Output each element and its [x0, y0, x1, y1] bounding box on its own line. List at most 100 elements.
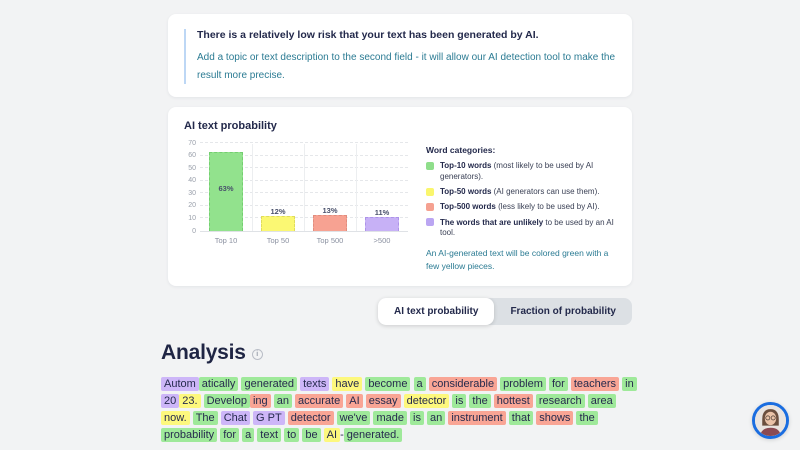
highlighted-token: - — [340, 428, 344, 441]
highlighted-token: the — [469, 393, 491, 408]
chart-title: AI text probability — [184, 120, 277, 132]
legend-text: Top-50 words (AI generators can use them… — [440, 187, 600, 197]
tab-fraction-of-probability[interactable]: Fraction of probability — [494, 298, 632, 325]
yellow-swatch-icon — [426, 187, 434, 196]
gridline — [200, 142, 408, 143]
bar-value-label: 12% — [270, 206, 286, 216]
risk-title: There is a relatively low risk that your… — [197, 29, 616, 41]
highlighted-token: detector — [287, 410, 334, 425]
chart-area: 0 10 20 30 40 50 60 70 63% 12% 13% 11% Top 10 Top 50… — [184, 140, 616, 274]
highlighted-token: the — [576, 410, 598, 425]
highlighted-token: accurate — [295, 393, 344, 408]
legend-text: Top-500 words (less likely to be used by… — [440, 202, 600, 212]
y-axis-tick: 50 — [188, 164, 196, 172]
highlighted-token: ing — [249, 393, 271, 408]
legend-note: An AI-generated text will be colored gre… — [426, 248, 609, 272]
highlighted-token: 20 — [161, 393, 180, 408]
bar-top-10 — [209, 151, 243, 231]
content-container: There is a relatively low risk that your… — [161, 0, 639, 450]
highlighted-token: research — [535, 393, 585, 408]
chart-card: AI text probability 0 10 20 30 40 50 60 70 63% 12… — [168, 107, 632, 286]
info-icon[interactable]: i — [251, 348, 263, 360]
bar-top-500 — [313, 214, 347, 231]
x-axis-label: Top 50 — [266, 236, 290, 245]
chart-legend: Word categories: Top-10 words (most like… — [426, 144, 616, 274]
highlighted-token: to — [284, 427, 300, 442]
risk-title-bold: relatively low risk — [248, 29, 337, 41]
chat-widget-button[interactable] — [752, 402, 789, 439]
risk-subtitle: Add a topic or text description to the s… — [197, 52, 616, 81]
green-swatch-icon — [426, 161, 434, 170]
highlighted-token: Chat — [220, 410, 250, 425]
salmon-swatch-icon — [426, 202, 434, 211]
highlighted-token: 23. — [179, 393, 201, 408]
highlighted-token: The — [192, 410, 218, 425]
highlighted-token: is — [452, 393, 467, 408]
bar-top-50 — [261, 215, 295, 231]
y-axis-tick: 70 — [188, 139, 196, 147]
bar-chart: 0 10 20 30 40 50 60 70 63% 12% 13% 11% Top 10 Top 50… — [184, 140, 408, 274]
legend-text: The words that are unlikely to be used b… — [440, 217, 614, 238]
chart-plot: 0 10 20 30 40 50 60 70 63% 12% 13% 11% — [188, 140, 408, 235]
legend-item-unlikely: The words that are unlikely to be used b… — [426, 218, 616, 240]
highlighted-token: generated — [241, 376, 298, 391]
risk-message-card: There is a relatively low risk that your… — [168, 14, 632, 97]
highlighted-token: for — [220, 427, 240, 442]
analysis-section: Analysis i Autom atically generated texts… — [161, 341, 639, 450]
highlighted-token: AI — [346, 393, 363, 408]
highlighted-token: area — [587, 393, 616, 408]
y-axis-tick: 10 — [188, 214, 196, 222]
chart-view-toggle: AI text probability Fraction of probabil… — [377, 297, 632, 325]
legend-item-top500: Top-500 words (less likely to be used by… — [426, 202, 616, 213]
bar-value-label: 63% — [218, 184, 234, 194]
risk-message-inner: There is a relatively low risk that your… — [184, 29, 616, 84]
highlighted-token: problem — [500, 376, 546, 391]
highlighted-token: hottest — [493, 393, 533, 408]
legend-item-top50: Top-50 words (AI generators can use them… — [426, 187, 616, 198]
highlighted-token: considerable — [428, 376, 498, 391]
analysis-paragraph: Autom atically generated texts have becom… — [161, 376, 639, 444]
analysis-header: Analysis i — [161, 341, 639, 365]
highlighted-token: texts — [300, 376, 330, 391]
highlighted-token: now. — [161, 410, 190, 425]
highlighted-token: instrument — [448, 410, 506, 425]
highlighted-token: a — [242, 427, 255, 442]
y-axis-tick: 40 — [188, 177, 196, 185]
highlighted-token: in — [622, 376, 637, 391]
bar-value-label: 11% — [374, 208, 390, 218]
highlighted-token: we've — [336, 410, 371, 425]
highlighted-token: text — [257, 427, 282, 442]
highlighted-token: is — [410, 410, 424, 425]
highlighted-token: Autom — [161, 376, 199, 391]
highlighted-token: atically — [198, 376, 239, 391]
highlighted-token: a — [413, 376, 426, 391]
x-axis-label: Top 500 — [316, 236, 344, 245]
risk-title-prefix: There is a — [197, 29, 249, 41]
highlighted-token: an — [273, 393, 292, 408]
y-axis-tick: 30 — [188, 189, 196, 197]
highlighted-token: teachers — [570, 376, 620, 391]
toggle-row: AI text probability Fraction of probabil… — [161, 297, 639, 325]
highlighted-token: generated. — [343, 427, 403, 442]
x-axis-labels: Top 10 Top 50 Top 500 >500 — [200, 236, 408, 245]
legend-text: Top-10 words (most likely to be used by … — [440, 161, 594, 181]
highlighted-token: made — [373, 410, 407, 425]
bar--500 — [365, 217, 399, 231]
highlighted-token: that — [508, 410, 534, 425]
highlighted-token: have — [332, 376, 363, 391]
highlighted-token: essay — [365, 393, 401, 408]
legend-heading: Word categories: — [426, 145, 496, 155]
support-agent-avatar — [755, 405, 786, 436]
highlighted-token: AI — [323, 427, 341, 442]
column-divider — [252, 144, 253, 231]
column-divider — [356, 144, 357, 231]
highlighted-token: an — [427, 410, 446, 425]
y-axis-tick: 0 — [192, 227, 196, 235]
highlighted-token: become — [365, 376, 411, 391]
highlighted-token: G PT — [253, 410, 285, 425]
analysis-paragraphs: Autom atically generated texts have becom… — [161, 376, 639, 450]
legend-item-top10: Top-10 words (most likely to be used by … — [426, 161, 616, 183]
tab-ai-text-probability[interactable]: AI text probability — [377, 297, 495, 325]
column-divider — [304, 144, 305, 231]
